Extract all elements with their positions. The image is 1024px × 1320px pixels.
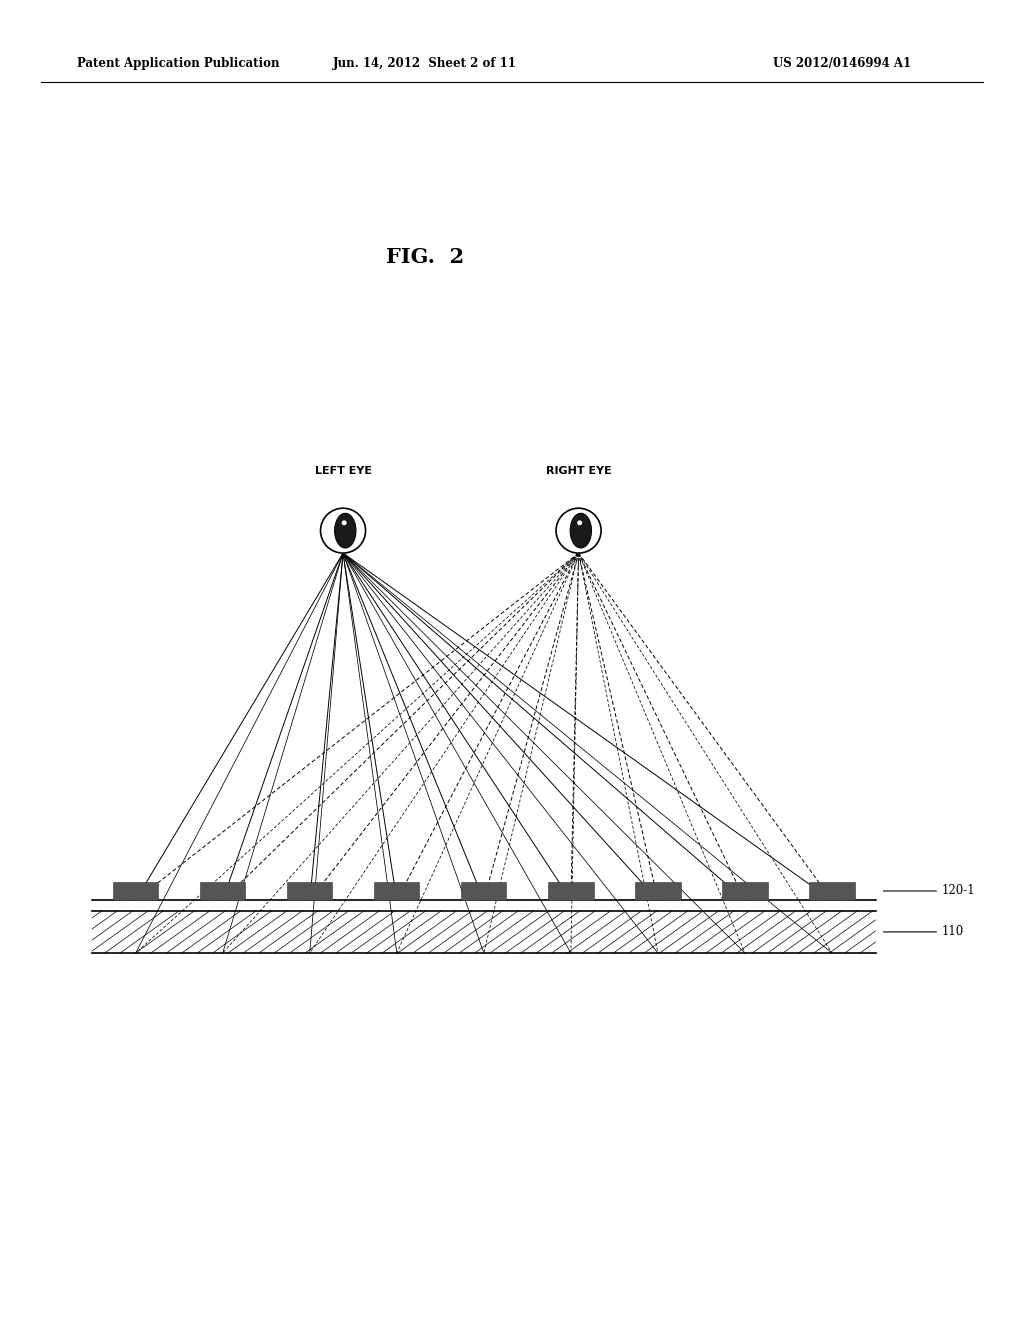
Text: LEFT EYE: LEFT EYE [314,466,372,477]
Ellipse shape [556,508,601,553]
Text: 120-1: 120-1 [884,884,976,898]
Bar [287,882,333,900]
Text: US 2012/0146994 A1: US 2012/0146994 A1 [773,57,911,70]
Ellipse shape [342,520,347,525]
Ellipse shape [335,513,356,548]
Bar [635,882,681,900]
Bar [461,882,507,900]
Text: RIGHT EYE: RIGHT EYE [546,466,611,477]
Ellipse shape [570,513,592,548]
Bar [374,882,420,900]
Bar [722,882,768,900]
Text: Patent Application Publication: Patent Application Publication [77,57,280,70]
Bar [548,882,594,900]
Text: 110: 110 [884,925,965,939]
Bar [200,882,246,900]
Ellipse shape [321,508,366,553]
Text: FIG.  2: FIG. 2 [386,247,464,268]
Bar [113,882,159,900]
Bar [809,882,855,900]
Text: Jun. 14, 2012  Sheet 2 of 11: Jun. 14, 2012 Sheet 2 of 11 [333,57,517,70]
Ellipse shape [578,520,583,525]
